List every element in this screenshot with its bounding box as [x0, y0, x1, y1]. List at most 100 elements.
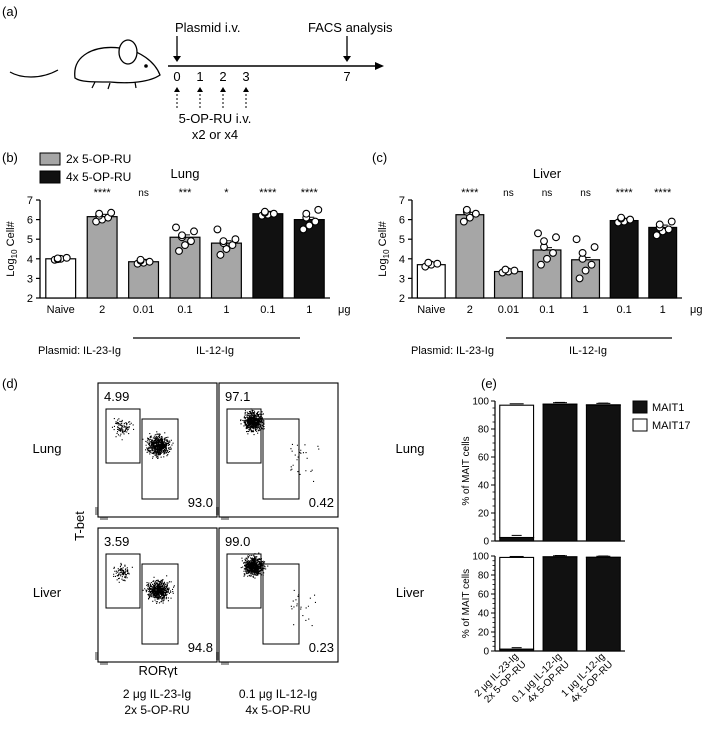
gate-tbet [105, 553, 141, 609]
x-tick-label: 0.1 [539, 304, 554, 316]
bar [252, 213, 284, 299]
significance-label: ns [503, 188, 514, 199]
significance-label: **** [259, 187, 277, 199]
facs-plot: 99.0 0.23 [216, 527, 339, 665]
significance-label: **** [301, 187, 319, 199]
facs-caption-1-line-2: 2x 5-OP-RU [124, 703, 189, 717]
stacked-row-label-lung: Lung [396, 441, 425, 456]
x-tick-label: 0.1 [616, 304, 631, 316]
chart-lung-mait-subsets: 0 20 40 60 80 100 % of MAIT cells [461, 397, 625, 548]
data-point [314, 205, 323, 214]
significance-label: **** [461, 187, 479, 199]
chart-title: Liver [533, 166, 562, 181]
data-point [302, 209, 311, 218]
y-axis-label: % of MAIT cells [461, 436, 472, 505]
facs-y-axis-label: T-bet [72, 511, 87, 541]
data-point [178, 231, 186, 240]
x-tick-label: Naive [47, 304, 75, 316]
timeline-dose-label: x2 or x4 [192, 127, 238, 142]
y-axis-label: Log10 Cell# [5, 220, 19, 276]
data-point [617, 213, 626, 222]
chart-liver-cell-number: 2 3 4 5 6 7 Liver Log10 Cell# Naive **** 2 ns 0.01 ns… [377, 166, 702, 316]
mouse-icon [9, 39, 161, 90]
y-tick-label: 40 [478, 481, 490, 492]
legend-swatch-mait17 [632, 418, 648, 432]
y-axis-label: % of MAIT cells [461, 569, 472, 638]
legend-swatch-mait1 [632, 400, 648, 414]
gate-freq-bottom-right: 0.42 [309, 495, 334, 510]
panel-label-a: (a) [2, 4, 18, 19]
x-tick-label: 1 [660, 304, 666, 316]
panel-label-c: (c) [372, 150, 387, 165]
data-point [181, 241, 189, 250]
timeline-day-2: 2 [219, 69, 226, 84]
data-point [213, 225, 222, 234]
data-point [587, 260, 596, 269]
x-tick-label: 0.1 [260, 304, 275, 316]
data-point [175, 247, 183, 255]
data-point [433, 259, 442, 268]
data-point [260, 207, 269, 216]
facs-plot: 3.59 94.8 [95, 527, 218, 665]
timeline-day-0: 0 [173, 69, 180, 84]
bar [416, 264, 446, 299]
data-point [305, 221, 314, 230]
timeline-5oprU-label: 5-OP-RU i.v. [179, 111, 252, 126]
unit-label: μg [338, 304, 350, 316]
y-tick-label: 3 [27, 273, 33, 285]
facs-frame [218, 382, 339, 518]
timeline-day-7: 7 [343, 69, 350, 84]
gate-freq-bottom-right: 0.23 [309, 640, 334, 655]
y-tick-label: 2 [27, 293, 33, 305]
facs-row-label-lung: Lung [33, 441, 62, 456]
data-point [510, 266, 519, 275]
stacked-bar-mait17 [499, 556, 535, 650]
y-tick-label: 7 [399, 195, 405, 207]
data-point [424, 258, 433, 267]
y-tick-label: 100 [472, 552, 489, 563]
data-point [543, 254, 551, 263]
data-point [626, 215, 635, 224]
bar [45, 258, 77, 299]
gate-freq-bottom-right: 93.0 [188, 495, 213, 510]
x-tick-label: 2 [99, 304, 105, 316]
legend-label-2x: 2x 5-OP-RU [66, 152, 131, 166]
legend-label-mait17: MAIT17 [652, 420, 691, 432]
bar [293, 219, 325, 299]
data-point [575, 274, 584, 283]
facs-x-axis-label: RORγt [139, 663, 178, 678]
plasmid-il12-b: IL-12-Ig [196, 345, 234, 357]
data-point [53, 254, 62, 263]
data-point [269, 209, 278, 218]
facs-plot: 4.99 93.0 [95, 382, 218, 520]
y-tick-label: 6 [27, 215, 33, 227]
gate-roryt [141, 418, 179, 500]
data-point [501, 265, 510, 274]
data-point [549, 248, 557, 257]
panel-label-e: (e) [481, 376, 497, 391]
significance-label: **** [654, 187, 672, 199]
bar [86, 216, 118, 299]
bar [128, 261, 160, 299]
plasmid-il23-b: IL-23-Ig [83, 345, 121, 357]
significance-label: ns [542, 188, 553, 199]
legend-swatch-4x [39, 170, 61, 184]
gate-freq-bottom-right: 94.8 [188, 640, 213, 655]
data-point [136, 255, 145, 264]
y-tick-label: 2 [399, 293, 405, 305]
y-tick-label: 5 [399, 234, 405, 246]
x-tick-label: 1 μg IL-12-Ig4x 5-OP-RU [559, 651, 615, 707]
data-point [540, 237, 548, 246]
significance-label: ns [580, 188, 591, 199]
bar [169, 236, 201, 299]
facs-row-label-liver: Liver [33, 585, 62, 600]
legend-e [632, 400, 648, 432]
data-point [219, 237, 228, 246]
y-tick-label: 4 [399, 254, 405, 266]
gate-freq-top-left: 4.99 [104, 389, 129, 404]
data-point [552, 233, 560, 242]
x-tick-label: 1 [306, 304, 312, 316]
panel-label-b: (b) [2, 150, 18, 165]
data-point [95, 209, 104, 218]
